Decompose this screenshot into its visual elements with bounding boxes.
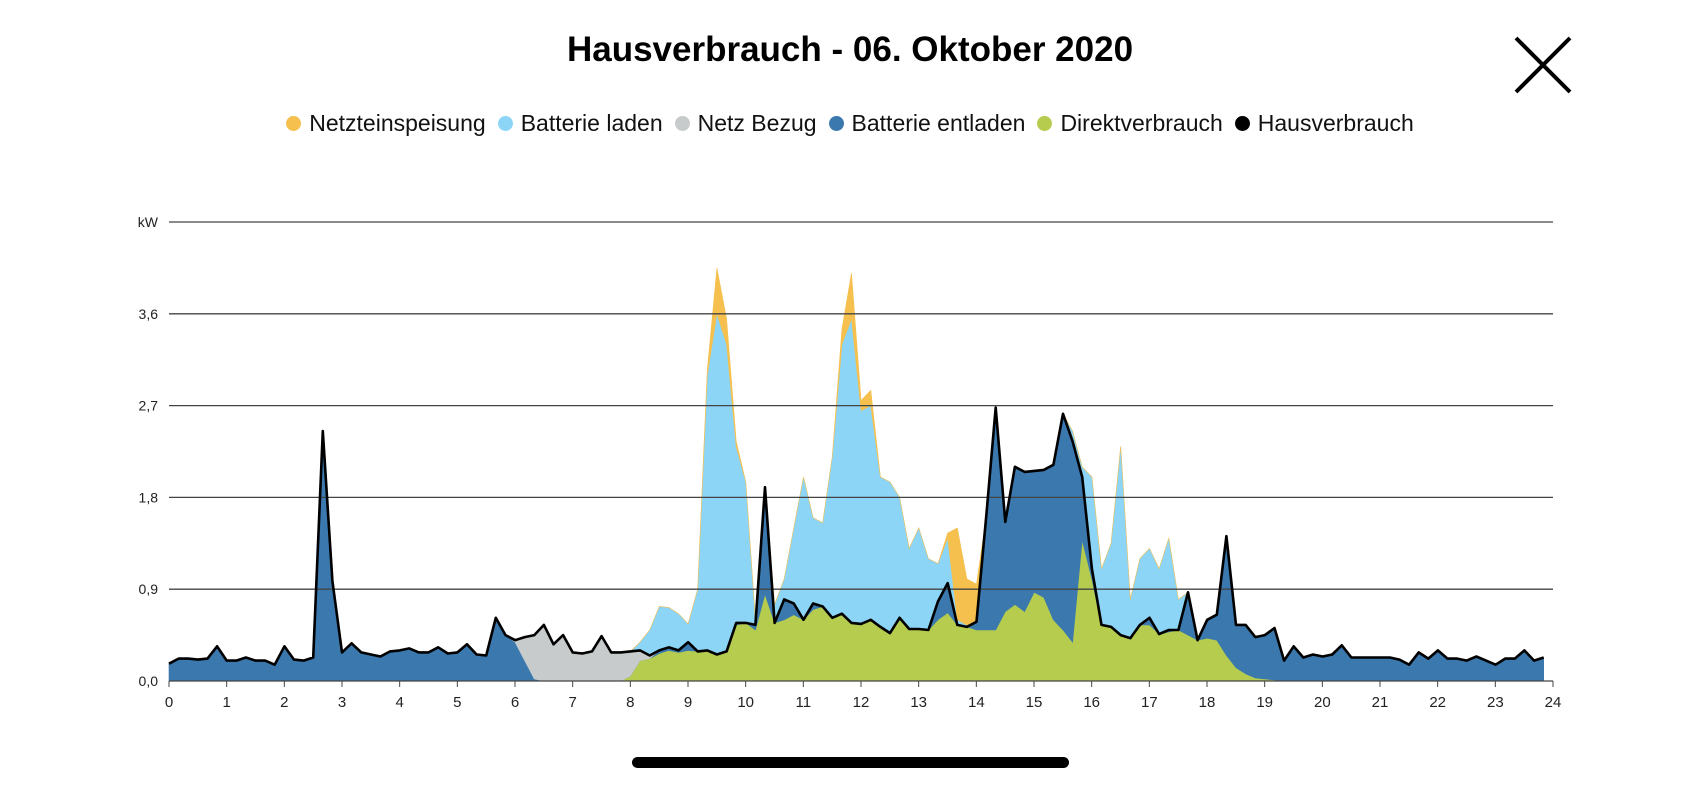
y-tick-label: 2,7 <box>139 398 159 414</box>
x-tick-label: 5 <box>453 694 461 711</box>
legend-item-entladen[interactable]: Batterie entladen <box>828 110 1026 137</box>
legend-item-einspeisung[interactable]: Netzteinspeisung <box>286 110 486 137</box>
x-tick-label: 20 <box>1314 694 1331 711</box>
x-tick-label: 8 <box>626 694 634 711</box>
y-tick-label: 0,9 <box>139 581 159 597</box>
x-tick-label: 10 <box>737 694 754 711</box>
x-tick-label: 24 <box>1545 694 1562 711</box>
legend-dot-icon <box>1234 116 1250 131</box>
x-tick-label: 3 <box>338 694 346 711</box>
x-tick-label: 1 <box>222 694 230 711</box>
x-tick-label: 12 <box>853 694 870 711</box>
x-tick-label: 14 <box>968 694 985 711</box>
x-tick-label: 13 <box>910 694 927 711</box>
x-tick-label: 16 <box>1083 694 1100 711</box>
close-x-icon <box>1514 36 1572 94</box>
x-tick-label: 15 <box>1026 694 1043 711</box>
x-tick-label: 6 <box>511 694 519 711</box>
legend-label: Netzteinspeisung <box>309 110 486 136</box>
legend-dot-icon <box>286 116 302 131</box>
y-tick-label: kW <box>138 214 159 230</box>
x-tick-label: 21 <box>1372 694 1389 711</box>
legend-dot-icon <box>1037 116 1053 131</box>
legend-item-laden[interactable]: Batterie laden <box>497 110 663 137</box>
y-tick-label: 0,0 <box>139 673 159 689</box>
legend: Netzteinspeisung Batterie laden Netz Bez… <box>0 110 1700 137</box>
legend-item-bezug[interactable]: Netz Bezug <box>674 110 817 137</box>
legend-item-direkt[interactable]: Direktverbrauch <box>1037 110 1223 137</box>
x-tick-label: 7 <box>568 694 576 711</box>
x-tick-label: 23 <box>1487 694 1504 711</box>
x-tick-label: 2 <box>280 694 288 711</box>
legend-label: Batterie laden <box>520 110 663 136</box>
y-tick-label: 1,8 <box>139 489 159 505</box>
x-tick-label: 11 <box>796 694 812 711</box>
legend-label: Netz Bezug <box>697 110 817 136</box>
x-tick-label: 22 <box>1429 694 1446 711</box>
legend-label: Hausverbrauch <box>1257 110 1414 136</box>
legend-dot-icon <box>497 116 513 131</box>
home-indicator[interactable] <box>632 757 1069 768</box>
legend-label: Direktverbrauch <box>1060 110 1223 136</box>
legend-item-haus[interactable]: Hausverbrauch <box>1234 110 1414 137</box>
x-tick-label: 4 <box>395 694 403 711</box>
legend-label: Batterie entladen <box>851 110 1026 136</box>
close-button[interactable] <box>1512 34 1574 96</box>
x-tick-label: 18 <box>1199 694 1216 711</box>
chart-title: Hausverbrauch - 06. Oktober 2020 <box>566 30 1134 69</box>
x-tick-label: 17 <box>1141 694 1158 711</box>
x-tick-label: 0 <box>165 694 173 711</box>
x-tick-label: 19 <box>1256 694 1273 711</box>
x-tick-label: 9 <box>684 694 692 711</box>
legend-dot-icon <box>828 116 844 131</box>
y-tick-label: 3,6 <box>139 306 159 322</box>
line-hausverbrauch <box>168 406 1545 667</box>
legend-dot-icon <box>674 116 690 131</box>
